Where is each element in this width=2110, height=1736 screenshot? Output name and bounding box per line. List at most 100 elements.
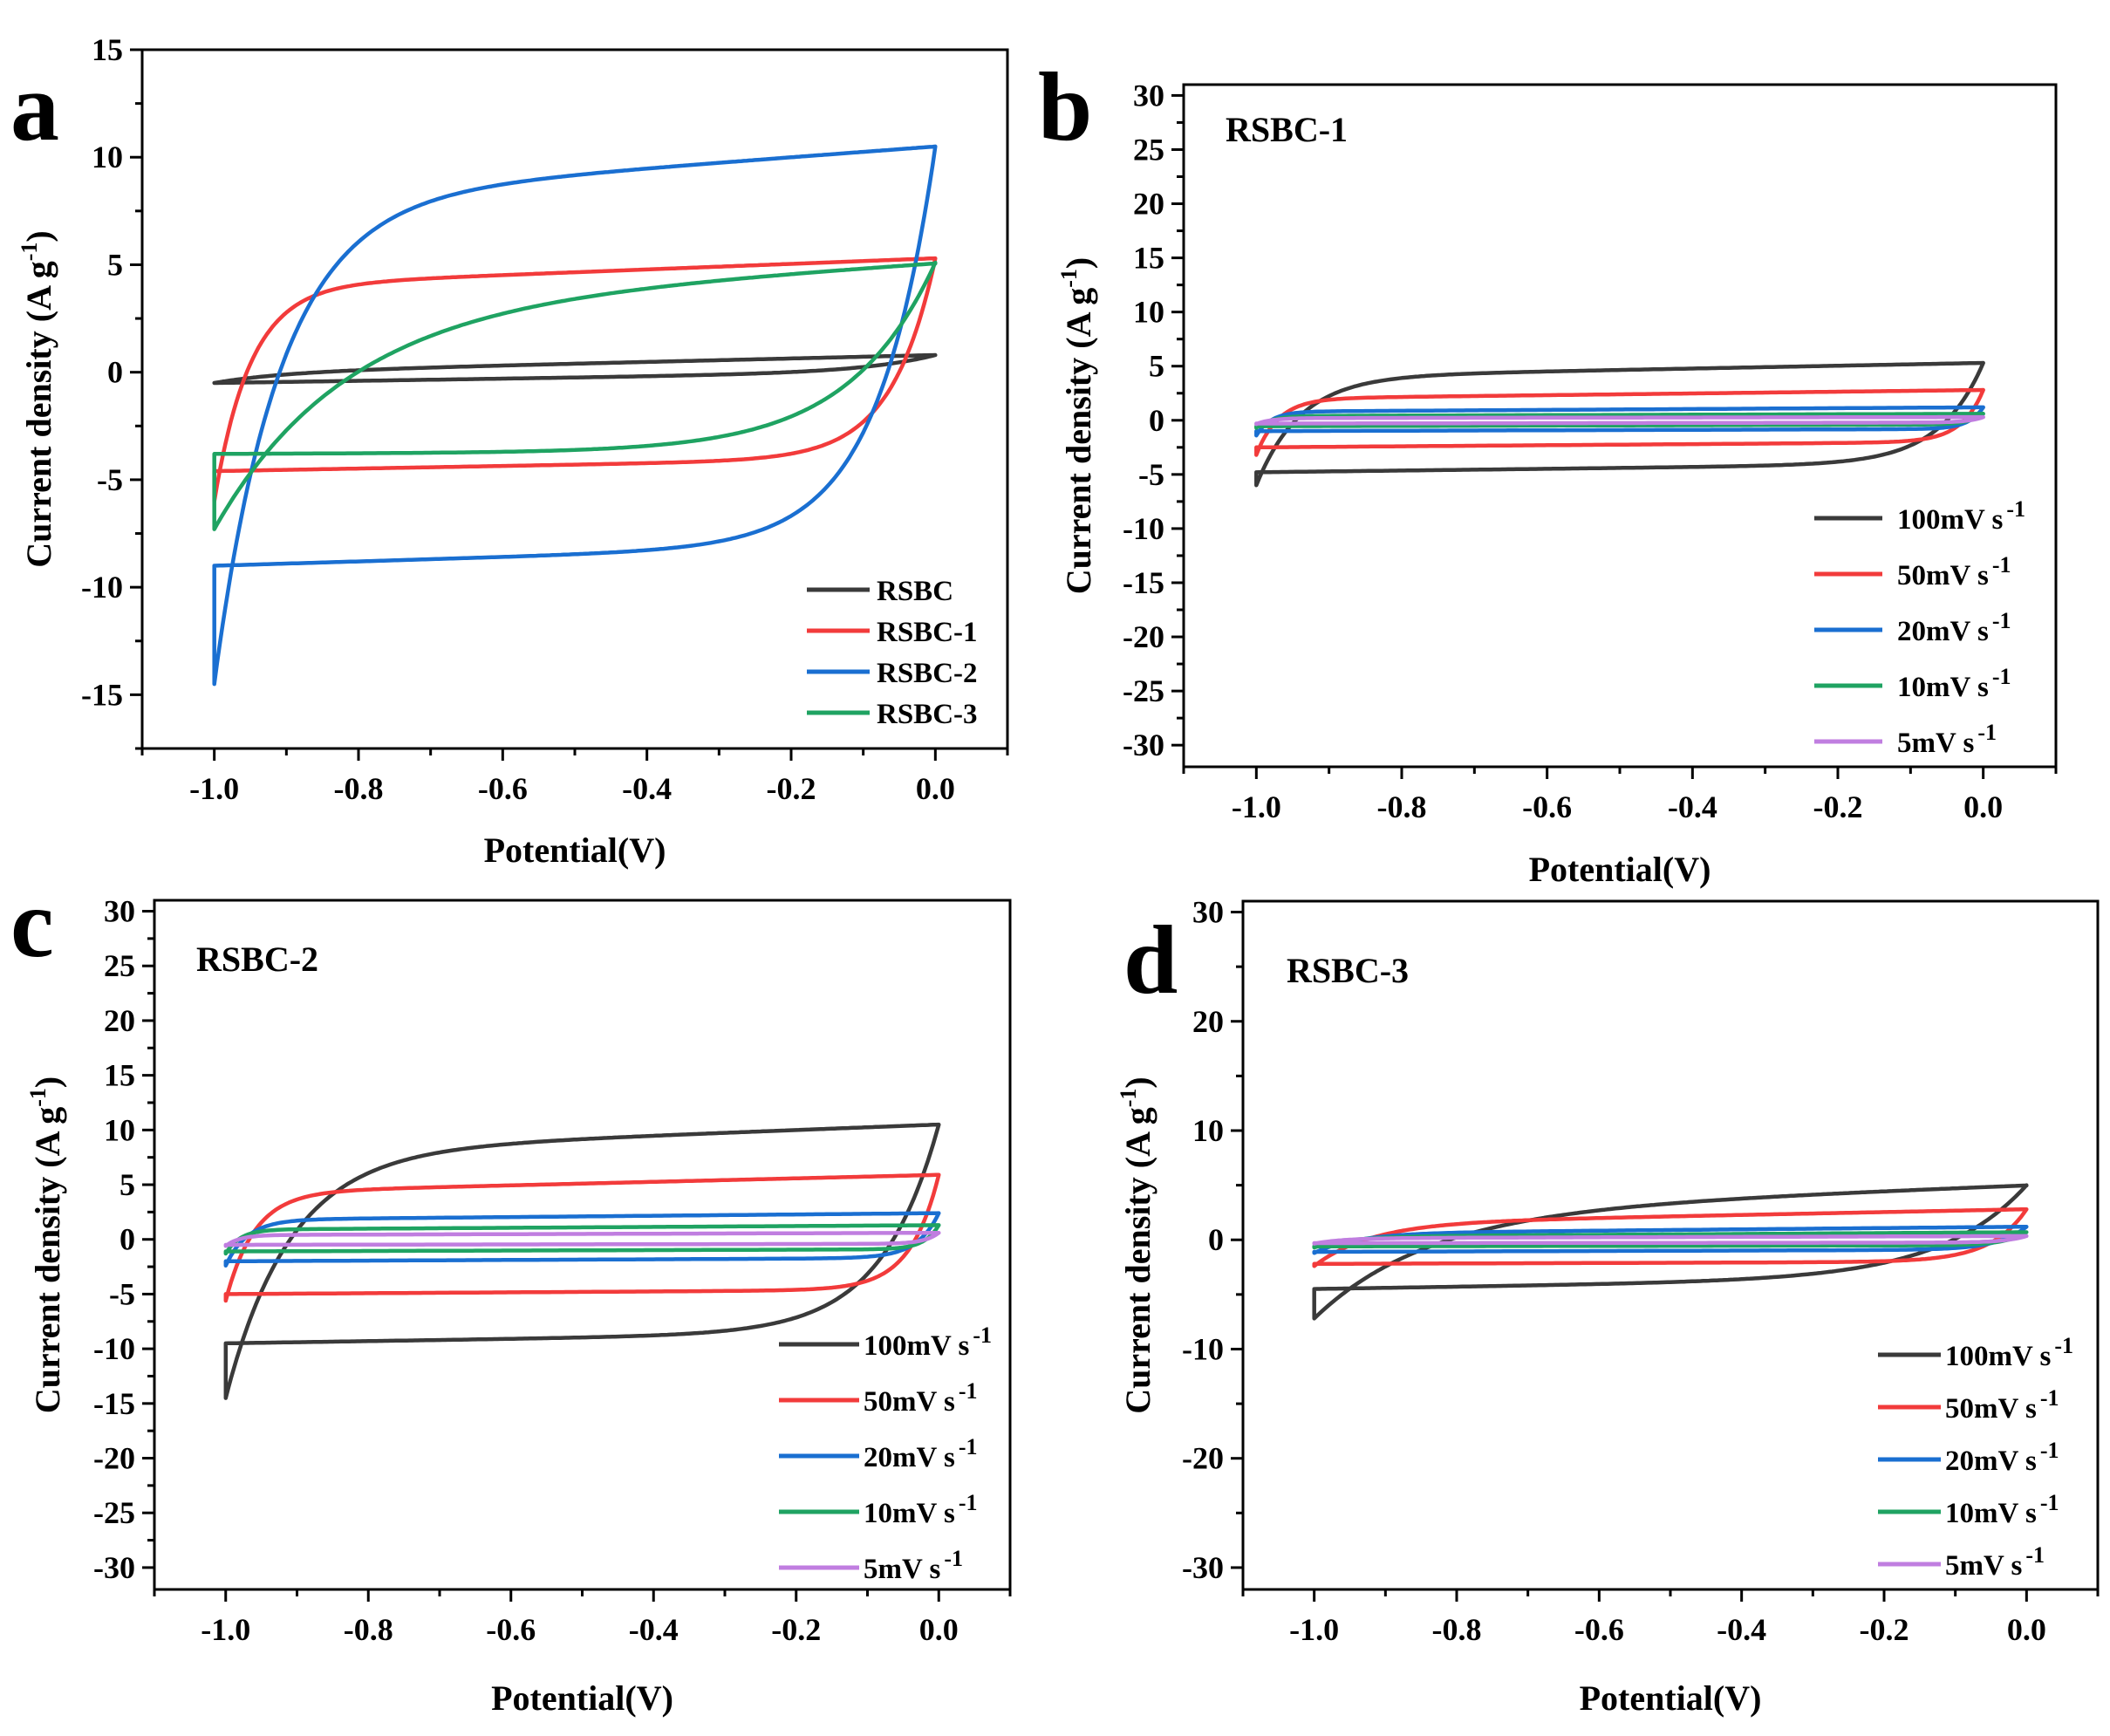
x-tick-label: -0.2	[1860, 1612, 1909, 1647]
legend-label-sup: -1	[973, 1323, 992, 1348]
panel-letter: a	[10, 53, 59, 161]
x-tick-label: 0.0	[2007, 1612, 2046, 1647]
y-axis-title: Current density (A g-1)	[25, 1076, 67, 1413]
y-tick-label: -20	[1182, 1441, 1224, 1476]
x-tick-label: -0.4	[622, 771, 672, 806]
y-tick-label: 25	[1133, 132, 1164, 167]
panel-letter: c	[10, 870, 54, 978]
y-tick-label: 15	[92, 32, 123, 67]
x-tick-label: -0.6	[1574, 1612, 1624, 1647]
cv-curve-red	[223, 1172, 941, 1303]
cv-curve-green	[1254, 412, 1985, 430]
x-tick-label: -1.0	[189, 771, 239, 806]
panel-c: c-1.0 -0.8 -0.6 -0.4 -0.2 0.0-30-25-20-15-10-…	[10, 870, 1012, 1718]
x-tick-label: -0.8	[334, 771, 384, 806]
y-tick-label: -10	[1182, 1331, 1224, 1366]
x-axis-title: Potential(V)	[484, 830, 666, 870]
legend-label-main: 100mV s	[1945, 1341, 2051, 1372]
y-axis-title-sup: -1	[1116, 1089, 1141, 1108]
panel-a: a -1.0 -0.8 -0.6 -0.4 -0.2 0.0 -15 -10 -5 0 5 10 15 Po…	[10, 32, 1009, 870]
y-tick-label: 20	[104, 1003, 135, 1038]
x-tick-label: -0.4	[1717, 1612, 1766, 1647]
legend-label: 5mV s -1	[864, 1546, 963, 1585]
legend-label: 20mV s -1	[1945, 1438, 2059, 1477]
legend-label: 20mV s -1	[1897, 608, 2011, 647]
y-tick-label: 5	[1149, 349, 1164, 384]
legend-label-main: RSBC	[877, 576, 953, 607]
y-tick-label: 30	[104, 894, 135, 929]
cv-curve-black	[212, 352, 938, 386]
panel-d: d -1.0 -0.8 -0.6 -0.4 -0.2 0.0 -30 -20 -10 0 10 20 30…	[1116, 895, 2100, 1718]
legend-label-sup: -1	[1992, 608, 2011, 633]
legend-label-main: 5mV s	[1897, 728, 1974, 759]
cv-curve-blue	[223, 1211, 941, 1268]
y-tick-label: 30	[1133, 78, 1164, 113]
y-tick-label: -15	[93, 1386, 135, 1421]
legend-label: 10mV s -1	[1945, 1490, 2059, 1529]
y-tick-label: -5	[97, 462, 123, 497]
legend-label-sup: -1	[959, 1378, 978, 1404]
cv-curve-violet	[1254, 414, 1985, 427]
legend-label-main: 5mV s	[864, 1554, 940, 1585]
x-tick-label: -0.4	[629, 1612, 679, 1647]
legend: RSBC RSBC-1 RSBC-2 RSBC-3	[807, 576, 978, 730]
cv-curve-violet	[223, 1230, 941, 1248]
legend-label-main: 10mV s	[864, 1498, 955, 1529]
x-tick-label: -0.8	[344, 1612, 393, 1647]
y-tick-label: -10	[81, 570, 123, 605]
legend-label: 10mV s -1	[864, 1490, 978, 1529]
legend-label: 100mV s -1	[1897, 496, 2025, 536]
legend-label: 50mV s -1	[1897, 552, 2011, 591]
x-axis-title: Potential(V)	[1529, 850, 1711, 889]
cv-curve-blue	[1254, 405, 1985, 438]
legend-label: 5mV s -1	[1897, 720, 1997, 759]
legend-label: 100mV s -1	[1945, 1333, 2073, 1372]
y-axis-title-tail: )	[28, 1076, 67, 1088]
y-tick-label: -5	[1138, 457, 1164, 492]
y-tick-label: -30	[1182, 1550, 1224, 1585]
legend-label: 100mV s -1	[864, 1323, 992, 1362]
x-axis-title: Potential(V)	[1580, 1678, 1762, 1718]
cv-curve-blue	[212, 144, 938, 687]
cv-curve-red	[1312, 1206, 2029, 1268]
cv-curve-blue	[1312, 1224, 2029, 1255]
y-axis-title-main: Current density (A g	[19, 261, 58, 567]
legend-label: 50mV s -1	[864, 1378, 978, 1418]
y-tick-label: 25	[104, 948, 135, 983]
legend-label-sup: -1	[944, 1546, 963, 1571]
cv-curve-black	[223, 1122, 941, 1400]
x-tick-label: -0.6	[1522, 789, 1572, 824]
legend-label-main: 100mV s	[1897, 504, 2003, 536]
legend-label-main: 100mV s	[864, 1330, 969, 1362]
legend-label-sup: -1	[959, 1434, 978, 1459]
y-axis-title-tail: )	[1059, 257, 1098, 269]
y-tick-label: 20	[1192, 1004, 1224, 1039]
y-tick-label: 15	[104, 1058, 135, 1093]
x-tick-label: 0.0	[916, 771, 955, 806]
legend-label: 10mV s -1	[1897, 664, 2011, 703]
y-tick-label: 0	[1208, 1222, 1224, 1257]
y-tick-label: -30	[93, 1550, 135, 1585]
y-tick-label: 0	[119, 1222, 135, 1257]
y-tick-label: -5	[109, 1276, 135, 1311]
y-tick-label: -15	[81, 677, 123, 712]
legend-label-main: 20mV s	[1897, 616, 1989, 647]
y-tick-label: 10	[1192, 1113, 1224, 1148]
legend-label-main: 10mV s	[1945, 1498, 2037, 1529]
y-tick-label: 30	[1192, 895, 1224, 930]
cv-curve-black	[1312, 1183, 2029, 1321]
legend-label-main: 5mV s	[1945, 1550, 2022, 1582]
y-axis-title-main: Current density (A g	[28, 1107, 67, 1413]
legend-label-sup: -1	[2025, 1542, 2045, 1568]
legend-label-main: 50mV s	[1945, 1393, 2037, 1425]
legend-label: 5mV s -1	[1945, 1542, 2045, 1582]
x-tick-label: 0.0	[1963, 789, 2003, 824]
y-tick-label: -20	[93, 1441, 135, 1476]
legend-label-sup: -1	[959, 1490, 978, 1515]
legend-label-main: 20mV s	[1945, 1446, 2037, 1477]
y-tick-label: -15	[1123, 565, 1164, 600]
y-tick-label: 5	[107, 247, 123, 282]
legend-label-sup: -1	[2040, 1490, 2059, 1515]
legend-label-main: 50mV s	[864, 1386, 955, 1418]
